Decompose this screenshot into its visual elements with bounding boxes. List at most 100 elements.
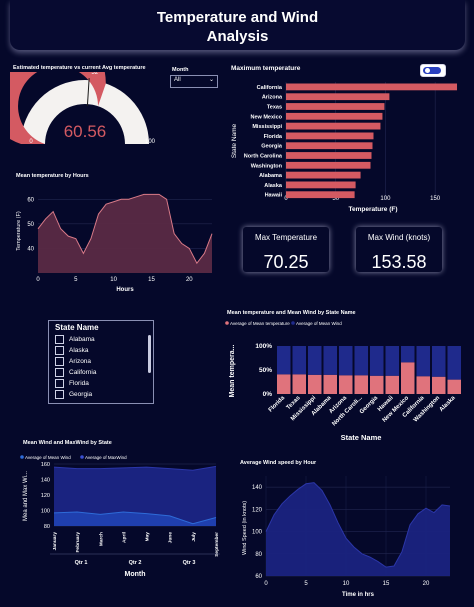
max-wind-card-label: Max Wind (knots) xyxy=(367,233,431,242)
y-axis-title: State Name xyxy=(231,123,238,158)
slicer-scrollbar[interactable] xyxy=(148,335,151,373)
checkbox[interactable] xyxy=(55,390,64,399)
wind-state-title: Mean Wind and MaxWind by State xyxy=(23,440,112,446)
legend-label: Average of MaxWind xyxy=(85,455,127,460)
month-filter-label: Month xyxy=(172,67,189,73)
y-tick-label: 60 xyxy=(27,197,34,203)
mean-temp-chart[interactable]: 40 50 60 0 5 10 15 20 Hours Temperature (F) xyxy=(12,183,218,295)
x-tick-label: 50 xyxy=(332,196,339,202)
title-line-2: Analysis xyxy=(206,28,269,45)
x-tick-label: 5 xyxy=(74,277,78,283)
legend-marker xyxy=(20,455,24,459)
slicer-item-label: Georgia xyxy=(69,391,93,398)
series-line xyxy=(37,193,213,265)
wind-by-state-chart[interactable]: Average of Mean Wind Average of MaxWind 80… xyxy=(18,448,228,578)
maxwind-line xyxy=(53,465,217,471)
bar-segment-temperature xyxy=(354,375,368,394)
y-axis-title: Mean tempera... xyxy=(229,344,236,397)
x-tick-label: 150 xyxy=(430,196,441,202)
bar-segment-temperature xyxy=(323,374,337,394)
bar-segment-wind xyxy=(447,346,461,380)
category-label: Florida xyxy=(264,134,283,140)
bar-segment-wind xyxy=(401,346,415,363)
month-label: September xyxy=(214,532,220,557)
bar xyxy=(286,93,390,101)
x-axis-title: Hours xyxy=(116,287,134,293)
bar-segment-temperature xyxy=(339,375,353,394)
meanwind-area xyxy=(54,512,216,526)
month-dropdown[interactable]: All ⌄ xyxy=(170,75,218,88)
x-axis-title: Month xyxy=(125,571,146,578)
category-label: Georgia xyxy=(261,144,283,150)
bar-segment-temperature xyxy=(308,374,322,394)
state-stack-title: Mean temperature and Mean Wind by State … xyxy=(227,310,356,316)
state-slicer[interactable]: State Name Alabama Alaska Arizona Californi… xyxy=(48,320,154,404)
category-label: Alaska xyxy=(439,395,457,413)
y-axis-title: Temperature (F) xyxy=(16,211,22,251)
checkbox[interactable] xyxy=(55,346,64,355)
y-tick-label: 120 xyxy=(41,493,50,499)
checkbox[interactable] xyxy=(55,335,64,344)
legend-label: Average of Mean Wind xyxy=(296,321,342,326)
x-tick-label: 20 xyxy=(423,581,430,587)
category-label: Arizona xyxy=(262,95,283,101)
bar-segment-temperature xyxy=(447,379,461,394)
bar-segment-wind xyxy=(339,346,353,376)
bar xyxy=(286,132,374,140)
slicer-item[interactable]: Florida xyxy=(49,378,153,389)
x-tick-label: 0 xyxy=(36,277,40,283)
month-label: April xyxy=(121,532,127,543)
category-label: North Carolina xyxy=(244,154,283,160)
bar-segment-wind xyxy=(354,346,368,376)
gauge-chart[interactable]: 60.56 52 0 100 xyxy=(10,72,160,152)
legend-marker xyxy=(225,321,229,325)
bar xyxy=(286,103,385,110)
y-axis-title: Wind Speed (in knots) xyxy=(242,501,248,555)
slicer-item-label: Arizona xyxy=(69,358,92,365)
y-tick-label: 100 xyxy=(252,530,263,536)
legend-marker xyxy=(80,455,84,459)
slicer-item[interactable]: Arizona xyxy=(49,356,153,367)
bar xyxy=(286,181,356,189)
y-tick-label: 60 xyxy=(255,574,262,580)
max-temp-card: Max Temperature 70.25 xyxy=(243,227,329,272)
x-tick-label: 0 xyxy=(264,581,268,587)
slicer-item[interactable]: Alaska xyxy=(49,345,153,356)
checkbox[interactable] xyxy=(55,357,64,366)
gauge-max-label: 100 xyxy=(145,139,156,145)
slicer-item[interactable]: Georgia xyxy=(49,389,153,400)
bar-segment-wind xyxy=(323,346,337,375)
slicer-item-label: California xyxy=(69,369,97,376)
bar-segment-temperature xyxy=(416,376,430,394)
series-line xyxy=(265,482,451,568)
wind-hour-chart[interactable]: 60 80 100 120 140 0 5 10 15 20 Time in hrs Wind Spe… xyxy=(236,466,466,602)
bar-segment-temperature xyxy=(370,375,384,394)
month-label: July xyxy=(191,532,197,542)
bar-segment-temperature xyxy=(385,375,399,394)
checkbox[interactable] xyxy=(55,368,64,377)
legend-marker xyxy=(291,321,295,325)
max-temp-chart[interactable]: 0 50 100 150 California Arizona Texas New Mexic… xyxy=(228,76,464,216)
bar xyxy=(286,122,381,130)
toggle-knob xyxy=(423,67,441,74)
title-line-1: Temperature and Wind xyxy=(156,9,319,26)
bar xyxy=(286,83,458,91)
max-temp-title: Maximum temperature xyxy=(231,65,301,72)
y-tick-label: 100 xyxy=(41,509,50,515)
x-tick-label: 15 xyxy=(148,277,155,283)
bar-segment-temperature xyxy=(432,376,446,394)
slicer-item[interactable]: California xyxy=(49,367,153,378)
max-temp-card-value: 70.25 xyxy=(263,252,309,272)
toggle-switch[interactable] xyxy=(420,64,446,77)
dashboard-title: Temperature and Wind Analysis xyxy=(10,0,465,50)
checkbox[interactable] xyxy=(55,379,64,388)
meanwind-line xyxy=(53,511,217,525)
gauge-target-label: 52 xyxy=(91,72,98,76)
slicer-item[interactable]: Alabama xyxy=(49,334,153,345)
state-stacked-chart[interactable]: Average of Mean temperature Average of Me… xyxy=(224,316,468,446)
x-tick-label: 10 xyxy=(343,581,350,587)
month-label: June xyxy=(168,532,174,544)
bar-segment-temperature xyxy=(292,374,306,394)
month-label: February xyxy=(75,532,81,553)
chevron-down-icon: ⌄ xyxy=(208,77,214,83)
